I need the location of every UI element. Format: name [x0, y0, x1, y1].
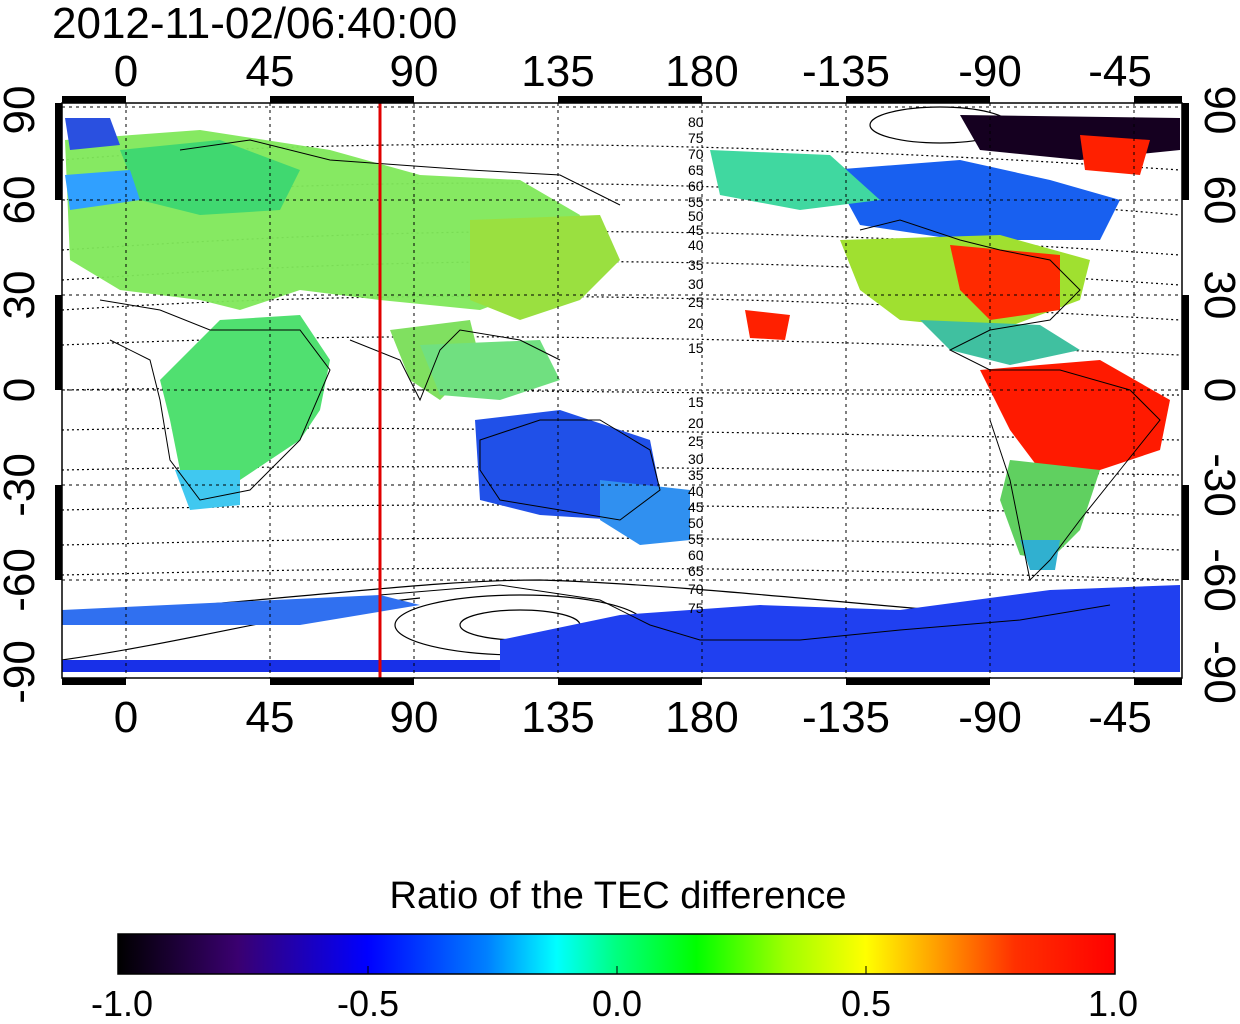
contour-labels-south: 15 20 25 30 35 40 45 50 55 60 65 70 75 — [688, 394, 704, 616]
contour-labels-north: 80 75 70 65 60 55 50 45 40 35 30 25 20 1… — [688, 114, 704, 356]
lon-tick-label: 180 — [665, 693, 738, 742]
lon-tick-label: 0 — [114, 47, 138, 96]
contour-label: 40 — [688, 237, 704, 253]
patch-antarctica-west — [62, 660, 500, 672]
contour-label: 45 — [688, 222, 704, 238]
patch-africa-south — [175, 470, 240, 510]
lon-tick-label: 135 — [521, 693, 594, 742]
lon-tick-label: 45 — [246, 47, 295, 96]
lon-tick-label: 90 — [390, 693, 439, 742]
contour-label: 45 — [688, 499, 704, 515]
lon-tick-label: 90 — [390, 47, 439, 96]
lat-tick-label: -90 — [0, 640, 44, 704]
lon-tick-label: -90 — [958, 693, 1022, 742]
lat-tick-label: 0 — [1195, 378, 1240, 402]
contour-label: 25 — [688, 433, 704, 449]
patch-greenland-red — [1080, 135, 1150, 175]
contour-label: 80 — [688, 114, 704, 130]
contour-label: 35 — [688, 467, 704, 483]
contour-label: 50 — [688, 515, 704, 531]
lon-tick-label: 180 — [665, 47, 738, 96]
lon-ticks-top: 0 45 90 135 180 -135 -90 -45 — [114, 47, 1152, 96]
lon-tick-label: 0 — [114, 693, 138, 742]
contour-label: 30 — [688, 451, 704, 467]
contour-label: 40 — [688, 483, 704, 499]
timestamp-title: 2012-11-02/06:40:00 — [52, 0, 457, 48]
contour-label: 15 — [688, 394, 704, 410]
lat-tick-label: 0 — [0, 378, 44, 402]
contour-label: 65 — [688, 563, 704, 579]
colorbar-tick-label: 0.5 — [841, 983, 891, 1024]
contour-label: 25 — [688, 294, 704, 310]
lat-tick-label: 30 — [1195, 271, 1240, 320]
lon-tick-label: -45 — [1088, 47, 1152, 96]
contour-label: 70 — [688, 581, 704, 597]
patch-antarctica — [500, 585, 1180, 672]
lon-tick-label: -90 — [958, 47, 1022, 96]
patch-central-america — [920, 320, 1080, 365]
colorbar-tick-marks — [367, 966, 867, 974]
contour-label: 60 — [688, 178, 704, 194]
lon-tick-label: -135 — [802, 47, 890, 96]
contour-label: 35 — [688, 257, 704, 273]
lat-tick-label: -30 — [1195, 453, 1240, 517]
patch-australia-se — [600, 480, 690, 545]
lat-tick-label: 90 — [0, 86, 44, 135]
patch-east-asia — [470, 215, 620, 320]
patch-canada-green — [710, 150, 880, 210]
lat-tick-label: -30 — [0, 453, 44, 517]
colorbar-ticks: -1.0 -0.5 0.0 0.5 1.0 — [91, 983, 1138, 1024]
lat-tick-label: -60 — [1195, 548, 1240, 612]
lat-tick-label: -60 — [0, 548, 44, 612]
contour-label: 60 — [688, 547, 704, 563]
coastlines — [99, 139, 1161, 641]
colorbar-tick-label: 1.0 — [1088, 983, 1138, 1024]
patch-arctic-eurasia — [65, 118, 120, 150]
colorbar: Ratio of the TEC difference -1.0 -0.5 0.… — [91, 875, 1138, 1024]
colorbar-title: Ratio of the TEC difference — [390, 875, 847, 917]
contour-label: 20 — [688, 315, 704, 331]
contour-label: 75 — [688, 600, 704, 616]
map-panel: 80 75 70 65 60 55 50 45 40 35 30 25 20 1… — [55, 96, 1189, 685]
contour-label: 30 — [688, 276, 704, 292]
lon-ticks-bottom: 0 45 90 135 180 -135 -90 -45 — [114, 693, 1152, 742]
patch-south-america-south — [1000, 460, 1100, 560]
contour-label: 55 — [688, 531, 704, 547]
patch-pacific-red — [745, 310, 790, 340]
data-layer — [62, 103, 1182, 678]
contour-label: 15 — [688, 340, 704, 356]
colorbar-tick-label: -1.0 — [91, 983, 153, 1024]
contour-label: 50 — [688, 208, 704, 224]
colorbar-tick-label: 0.0 — [592, 983, 642, 1024]
contour-label: 75 — [688, 130, 704, 146]
contour-label: 70 — [688, 146, 704, 162]
patch-southern-ring — [62, 595, 420, 625]
lon-tick-label: 45 — [246, 693, 295, 742]
lat-ticks-right: 90 60 30 0 -30 -60 -90 — [1195, 86, 1240, 704]
lat-tick-label: 60 — [1195, 176, 1240, 225]
lon-tick-label: -45 — [1088, 693, 1152, 742]
patch-africa — [160, 315, 330, 500]
frame-bars — [55, 96, 1189, 685]
lat-tick-label: 30 — [0, 271, 44, 320]
patch-patagonia — [1020, 540, 1060, 570]
patch-se-asia — [420, 340, 560, 400]
patch-europe-green — [120, 140, 300, 215]
lon-tick-label: 135 — [521, 47, 594, 96]
tec-patches — [62, 115, 1180, 672]
grid-lines — [62, 103, 1182, 678]
contour-label: 65 — [688, 162, 704, 178]
lat-tick-label: 90 — [1195, 86, 1240, 135]
contour-label: 20 — [688, 415, 704, 431]
lat-tick-label: -90 — [1195, 640, 1240, 704]
patch-usa-red — [950, 245, 1060, 320]
lat-ticks-left: 90 60 30 0 -30 -60 -90 — [0, 86, 44, 704]
lon-tick-label: -135 — [802, 693, 890, 742]
contour-label: 55 — [688, 194, 704, 210]
lat-tick-label: 60 — [0, 176, 44, 225]
colorbar-tick-label: -0.5 — [337, 983, 399, 1024]
